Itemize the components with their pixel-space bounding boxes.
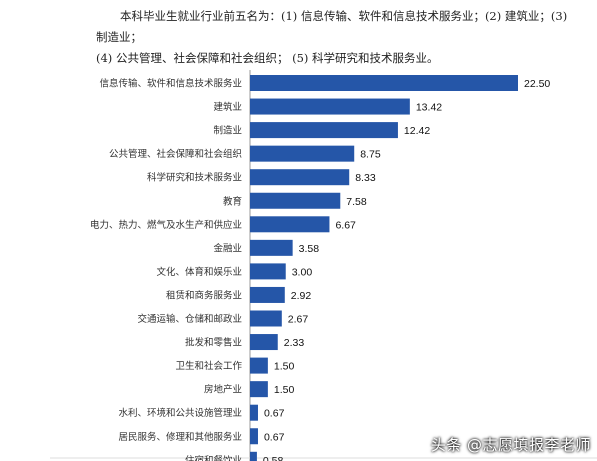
intro-line-1: 本科毕业生就业行业前五名为：(1) 信息传输、软件和信息技术服务业；(2) 建筑… — [96, 9, 568, 44]
category-label: 制造业 — [213, 125, 242, 137]
category-label: 水利、环境和公共设施管理业 — [118, 407, 242, 419]
category-label: 信息传输、软件和信息技术服务业 — [99, 78, 242, 90]
value-label: 2.92 — [291, 290, 312, 302]
value-label: 7.58 — [346, 196, 367, 208]
value-label: 2.33 — [284, 337, 305, 349]
bars-layer: 信息传输、软件和信息技术服务业 22.50 建筑业 13.42 制造业 12.42 公共管理… — [90, 75, 550, 461]
value-label: 6.67 — [335, 219, 356, 231]
bar — [250, 216, 330, 233]
value-label: 13.42 — [416, 102, 442, 114]
category-label: 电力、热力、燃气及水生产和供应业 — [90, 219, 242, 231]
category-label: 文化、体育和娱乐业 — [156, 266, 242, 278]
category-label: 居民服务、修理和其他服务业 — [118, 431, 242, 443]
bar — [250, 239, 293, 256]
value-label: 8.75 — [360, 149, 381, 161]
bar — [250, 122, 398, 139]
value-label: 1.50 — [274, 384, 295, 396]
bar — [250, 192, 341, 209]
value-label: 0.58 — [263, 455, 284, 461]
category-label: 租赁和商务服务业 — [166, 289, 242, 301]
bar — [250, 381, 268, 398]
bar — [250, 75, 518, 91]
bar — [250, 310, 282, 327]
value-label: 0.67 — [264, 408, 285, 420]
bar — [250, 334, 278, 351]
category-label: 建筑业 — [213, 101, 242, 113]
bar — [250, 286, 285, 303]
value-label: 12.42 — [404, 125, 430, 137]
bar — [250, 428, 258, 445]
category-label: 教育 — [223, 195, 242, 207]
watermark: 头条 @志愿填报李老师 — [430, 436, 591, 454]
value-label: 3.58 — [299, 243, 320, 255]
category-label: 金融业 — [213, 242, 242, 254]
category-label: 科学研究和技术服务业 — [147, 172, 242, 184]
category-label: 公共管理、社会保障和社会组织 — [109, 148, 242, 160]
bar — [250, 357, 268, 374]
category-label: 房地产业 — [204, 384, 242, 396]
value-label: 22.50 — [524, 78, 550, 90]
intro-text: 本科毕业生就业行业前五名为：(1) 信息传输、软件和信息技术服务业；(2) 建筑… — [96, 6, 576, 69]
value-label: 3.00 — [292, 266, 313, 278]
value-label: 2.67 — [288, 314, 309, 326]
bar — [250, 98, 410, 115]
intro-line-2: (4) 公共管理、社会保障和社会组织； (5) 科学研究和技术服务业。 — [96, 51, 439, 65]
category-label: 批发和零售业 — [185, 337, 242, 349]
bar — [250, 404, 258, 421]
category-label: 住宿和餐饮业 — [185, 454, 242, 461]
bar — [250, 145, 355, 162]
value-label: 0.67 — [264, 431, 285, 443]
value-label: 8.33 — [355, 172, 376, 184]
value-label: 1.50 — [274, 361, 295, 373]
category-label: 卫生和社会工作 — [175, 360, 242, 372]
category-label: 交通运输、仓储和邮政业 — [137, 313, 242, 325]
bar — [250, 451, 257, 461]
bar — [250, 263, 286, 280]
bar — [250, 169, 350, 186]
